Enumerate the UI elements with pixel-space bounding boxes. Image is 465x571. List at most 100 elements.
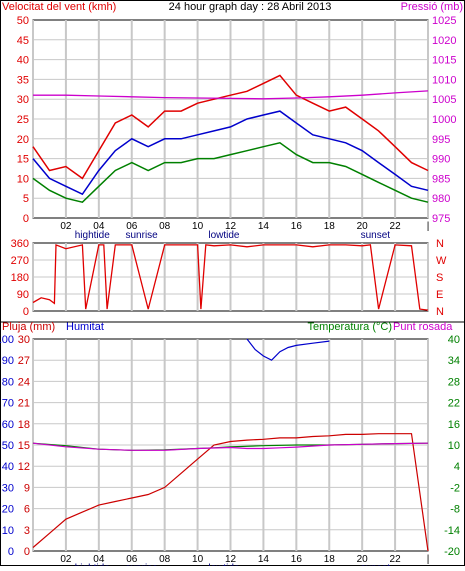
y-tick-label-rain: 27 [18, 355, 30, 367]
y-tick-label-rain: 6 [24, 504, 30, 516]
y-tick-label-humidity: 10 [2, 525, 14, 537]
y-tick-label-right: 4 [454, 461, 460, 473]
y-tick-label-right: -2 [450, 482, 460, 494]
x-tick-label: 04 [93, 554, 105, 565]
dewpoint-axis-label: Punt rosada [393, 321, 453, 333]
y-tick-label-rain: 15 [18, 440, 30, 452]
x-tick-label: 18 [324, 554, 336, 565]
y-tick-label-right: 34 [448, 355, 460, 367]
y-tick-label-left: 0 [23, 306, 29, 318]
y-tick-label-rain: 9 [24, 482, 30, 494]
y-tick-label-left: 90 [17, 289, 29, 301]
y-tick-label-humidity: 20 [2, 504, 14, 516]
y-tick-label-right: N [436, 238, 444, 250]
y-tick-label-right: 10 [448, 440, 460, 452]
y-tick-label-humidity: 50 [2, 440, 14, 452]
x-tick-label: | [427, 221, 430, 232]
y-tick-label-left: 25 [17, 114, 29, 126]
y-tick-label-right: 985 [432, 173, 450, 185]
y-tick-label-right: S [436, 272, 443, 284]
y-tick-label-left: 50 [17, 15, 29, 27]
x-tick-label: 08 [159, 221, 171, 232]
y-tick-label-right: -14 [444, 525, 460, 537]
x-tick-label: 08 [159, 554, 171, 565]
x-tick-label: 22 [390, 554, 402, 565]
x-tick-label: 14 [258, 221, 270, 232]
y-tick-label-left: 360 [11, 238, 29, 250]
y-tick-label-right: N [436, 306, 444, 318]
y-tick-label-left: 5 [23, 193, 29, 205]
x-tick-label: 22 [390, 221, 402, 232]
x-tick-label: 02 [60, 221, 72, 232]
pressure-axis-label: Pressió (mb) [401, 1, 463, 13]
x-annotation-label: lowtide [208, 230, 240, 241]
wind-speed-axis-label: Velocitat del vent (kmh) [2, 1, 116, 13]
x-tick-label: 20 [357, 221, 369, 232]
y-tick-label-right: 1005 [432, 94, 456, 106]
series-line-Pluja [32, 433, 429, 552]
y-tick-label-right: 1000 [432, 114, 456, 126]
y-tick-label-left: 15 [17, 154, 29, 166]
x-tick-label: 18 [324, 221, 336, 232]
y-tick-label-right: 22 [448, 398, 460, 410]
y-tick-label-rain: 21 [18, 398, 30, 410]
y-tick-label-humidity: 30 [2, 482, 14, 494]
y-tick-label-humidity: 90 [2, 355, 14, 367]
x-annotation-label: sunset [361, 230, 391, 241]
series-line-Humitat [246, 338, 330, 361]
rain-temp-panel: 0102030405060708090100036912151821242730… [0, 334, 460, 571]
y-tick-label-left: 40 [17, 55, 29, 67]
rain-axis-label: Pluja (mm) [2, 321, 55, 333]
y-tick-label-left: 0 [23, 213, 29, 225]
temperature-axis-label: Temperatura (°C) [308, 321, 392, 333]
x-tick-label: 04 [93, 221, 105, 232]
y-tick-label-right: 40 [448, 334, 460, 346]
y-tick-label-rain: 3 [24, 525, 30, 537]
series-line-pressure [33, 90, 429, 100]
y-tick-label-left: 180 [11, 272, 29, 284]
x-tick-label: 12 [225, 554, 237, 565]
y-tick-label-right: 1010 [432, 74, 456, 86]
y-tick-label-left: 270 [11, 255, 29, 267]
y-tick-label-rain: 24 [18, 376, 30, 388]
y-tick-label-rain: 12 [18, 461, 30, 473]
series-line-gust [32, 74, 429, 180]
y-tick-label-right: -8 [450, 504, 460, 516]
y-tick-label-rain: 18 [18, 419, 30, 431]
x-tick-label: 10 [192, 554, 204, 565]
x-tick-label: 02 [60, 554, 72, 565]
series-line-Punt-rosada [32, 442, 429, 451]
x-tick-label: 14 [258, 554, 270, 565]
y-tick-label-humidity: 70 [2, 398, 14, 410]
y-tick-label-right: 16 [448, 419, 460, 431]
x-tick-label: 16 [291, 221, 303, 232]
y-tick-label-humidity: 0 [8, 546, 14, 558]
y-tick-label-humidity: 40 [2, 461, 14, 473]
x-annotation-label: sunrise [126, 230, 159, 241]
y-tick-label-humidity: 100 [0, 334, 14, 346]
chart-title: 24 hour graph day : 28 Abril 2013 [169, 1, 332, 13]
x-tick-label: 20 [357, 554, 369, 565]
y-tick-label-left: 30 [17, 94, 29, 106]
y-tick-label-left: 45 [17, 35, 29, 47]
y-tick-label-right: 975 [432, 213, 450, 225]
y-tick-label-right: 995 [432, 134, 450, 146]
y-tick-label-right: W [436, 255, 447, 267]
y-tick-label-right: 980 [432, 193, 450, 205]
wind-speed-panel: 0510152025303540455097598098599099510001… [17, 15, 457, 241]
y-tick-label-right: -20 [444, 546, 460, 558]
y-tick-label-right: E [436, 289, 443, 301]
y-tick-label-right: 990 [432, 154, 450, 166]
y-tick-label-right: 1020 [432, 35, 456, 47]
x-tick-label: 06 [126, 221, 138, 232]
x-tick-label: 06 [126, 554, 138, 565]
x-tick-label: | [427, 554, 430, 565]
y-tick-label-humidity: 80 [2, 376, 14, 388]
series-line-direction [32, 243, 429, 311]
x-tick-label: 10 [192, 221, 204, 232]
y-tick-label-humidity: 60 [2, 419, 14, 431]
y-tick-label-left: 20 [17, 134, 29, 146]
x-tick-label: 12 [225, 221, 237, 232]
